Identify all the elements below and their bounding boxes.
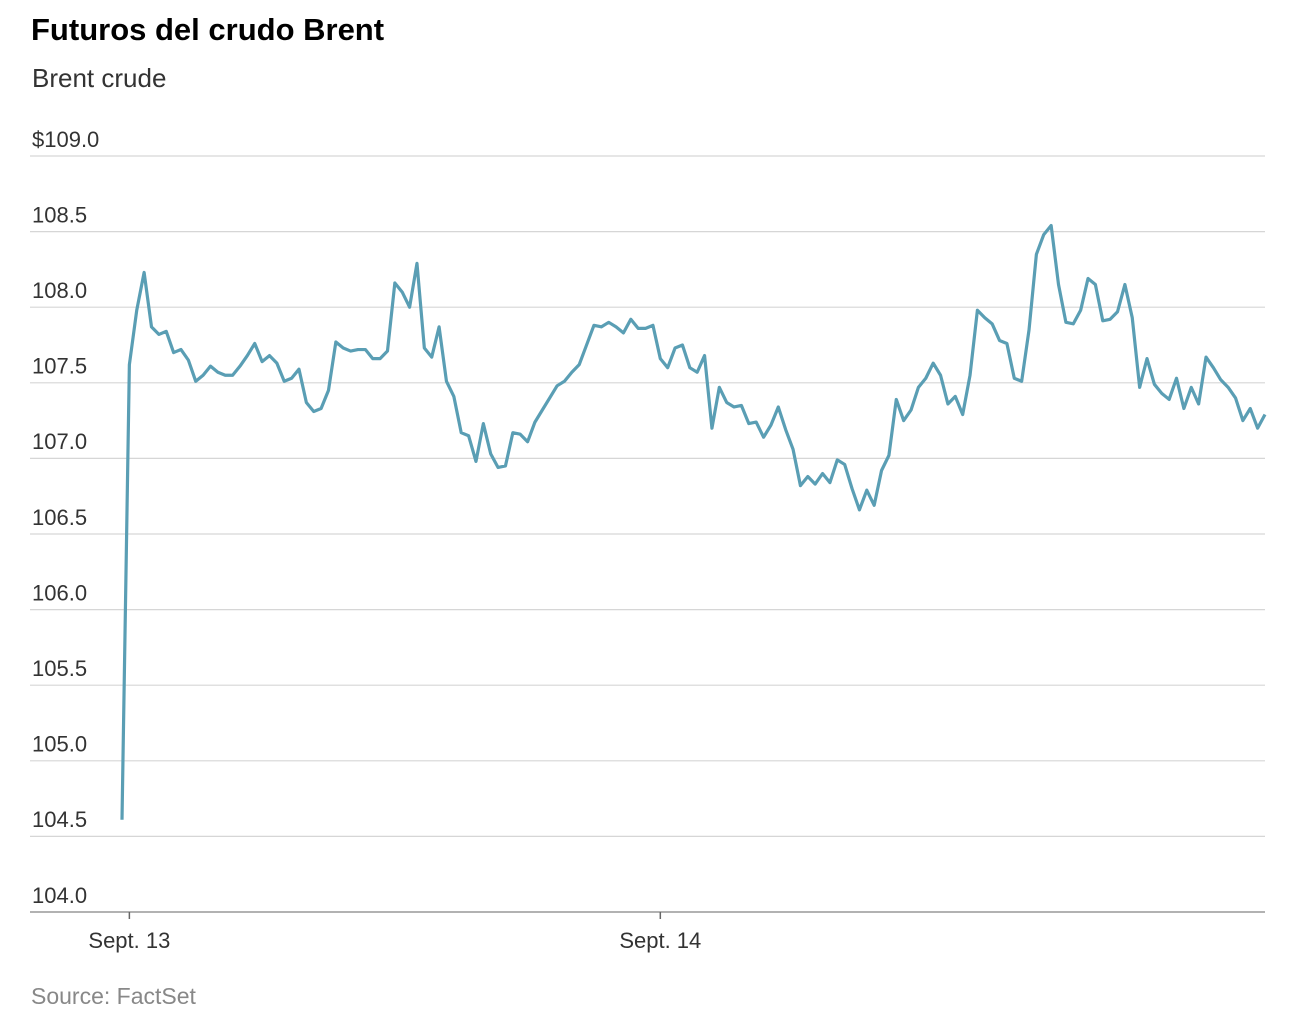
- y-tick-label: 106.0: [32, 580, 87, 605]
- y-tick-label: 105.5: [32, 656, 87, 681]
- source-note: Source: FactSet: [31, 983, 197, 1009]
- y-tick-label: 107.0: [32, 429, 87, 454]
- x-tick-label: Sept. 13: [88, 928, 170, 953]
- y-tick-label: 108.5: [32, 202, 87, 227]
- y-tick-label: 104.0: [32, 883, 87, 908]
- chart-title: Futuros del crudo Brent: [31, 12, 384, 47]
- y-tick-label: 108.0: [32, 278, 87, 303]
- price-line: [120, 223, 1267, 820]
- y-tick-label: 105.0: [32, 732, 87, 757]
- y-tick-label: 104.5: [32, 807, 87, 832]
- chart-subtitle: Brent crude: [32, 63, 166, 93]
- x-tick-label: Sept. 14: [619, 928, 701, 953]
- y-tick-label: $109.0: [32, 127, 99, 152]
- y-tick-label: 107.5: [32, 354, 87, 379]
- y-tick-label: 106.5: [32, 505, 87, 530]
